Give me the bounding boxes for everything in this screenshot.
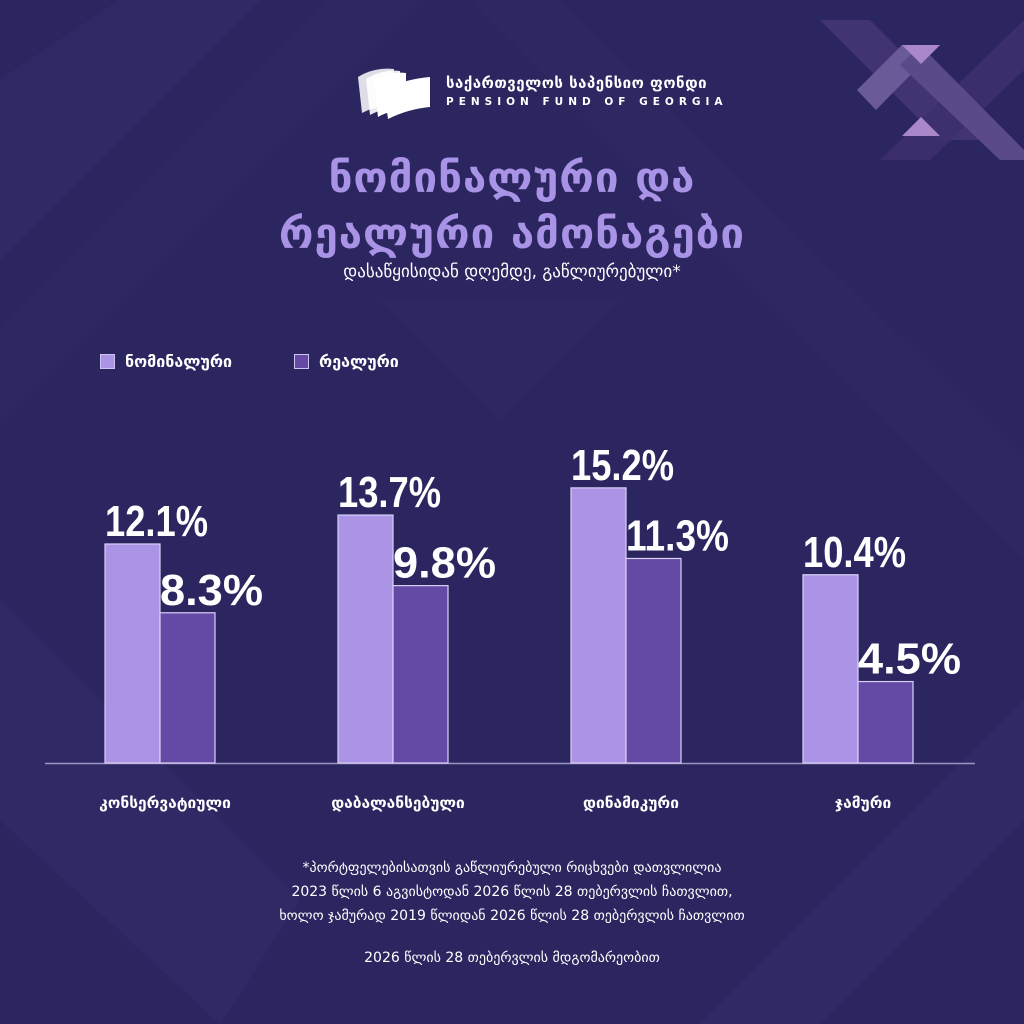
footnote-line-1: *პორტფელებისათვის გაწლიურებული რიცხვები … [302, 860, 722, 876]
data-label-nominal-1: 13.7% [338, 468, 441, 517]
legend-label-real: რეალური [319, 352, 399, 371]
legend-item-real: რეალური [294, 352, 399, 371]
category-label-1: დაბალანსებული [331, 794, 465, 812]
title-line-1: ნომინალური და [328, 153, 696, 202]
footnote-line-2: 2023 წლის 6 აგვისტოდან 2026 წლის 28 თებე… [291, 884, 733, 900]
data-label-real-0: 8.3% [160, 566, 263, 615]
bar-real-0 [159, 612, 216, 764]
legend-swatch-real [294, 354, 310, 369]
title-line-2: რეალური ამონაგები [278, 209, 746, 258]
chart-legend: ნომინალური რეალური [100, 352, 461, 371]
footnote-line-3: ხოლო ჯამურად 2019 წლიდან 2026 წლის 28 თე… [279, 908, 745, 924]
book-pages-icon [358, 68, 430, 119]
bar-real-2 [625, 557, 682, 764]
page-subtitle: დასაწყისიდან დღემდე, გაწლიურებული* [343, 262, 681, 282]
as-of-date: 2026 წლის 28 თებერვლის მდგომარეობით [364, 950, 660, 966]
bar-nominal-3 [802, 574, 859, 764]
bar-real-1 [392, 585, 449, 764]
x-decoration-icon [820, 20, 1024, 160]
bar-nominal-0 [104, 543, 161, 764]
data-label-real-1: 9.8% [393, 539, 496, 588]
page-title: ნომინალური და რეალური ამონაგები [0, 150, 1024, 262]
data-label-real-3: 4.5% [858, 635, 961, 684]
bar-nominal-1 [337, 514, 394, 764]
data-label-nominal-3: 10.4% [803, 528, 906, 577]
legend-label-nominal: ნომინალური [125, 352, 233, 371]
legend-item-nominal: ნომინალური [100, 352, 232, 371]
data-label-nominal-2: 15.2% [571, 441, 674, 490]
bar-real-3 [857, 680, 914, 764]
category-label-0: კონსერვატიული [99, 794, 231, 812]
brand-name-ka: საქართველოს საპენსიო ფონდი [446, 73, 708, 92]
brand-logo: საქართველოს საპენსიო ფონდი PENSION FUND … [354, 63, 728, 119]
footnote: *პორტფელებისათვის გაწლიურებული რიცხვები … [0, 856, 1024, 928]
category-label-2: დინამიკური [583, 794, 679, 812]
brand-name-en: PENSION FUND OF GEORGIA [446, 95, 728, 108]
data-label-nominal-0: 12.1% [105, 497, 208, 546]
data-label-real-2: 11.3% [626, 511, 729, 560]
bar-nominal-2 [570, 487, 627, 764]
legend-swatch-nominal [100, 354, 115, 369]
category-label-3: ჯამური [834, 794, 892, 812]
